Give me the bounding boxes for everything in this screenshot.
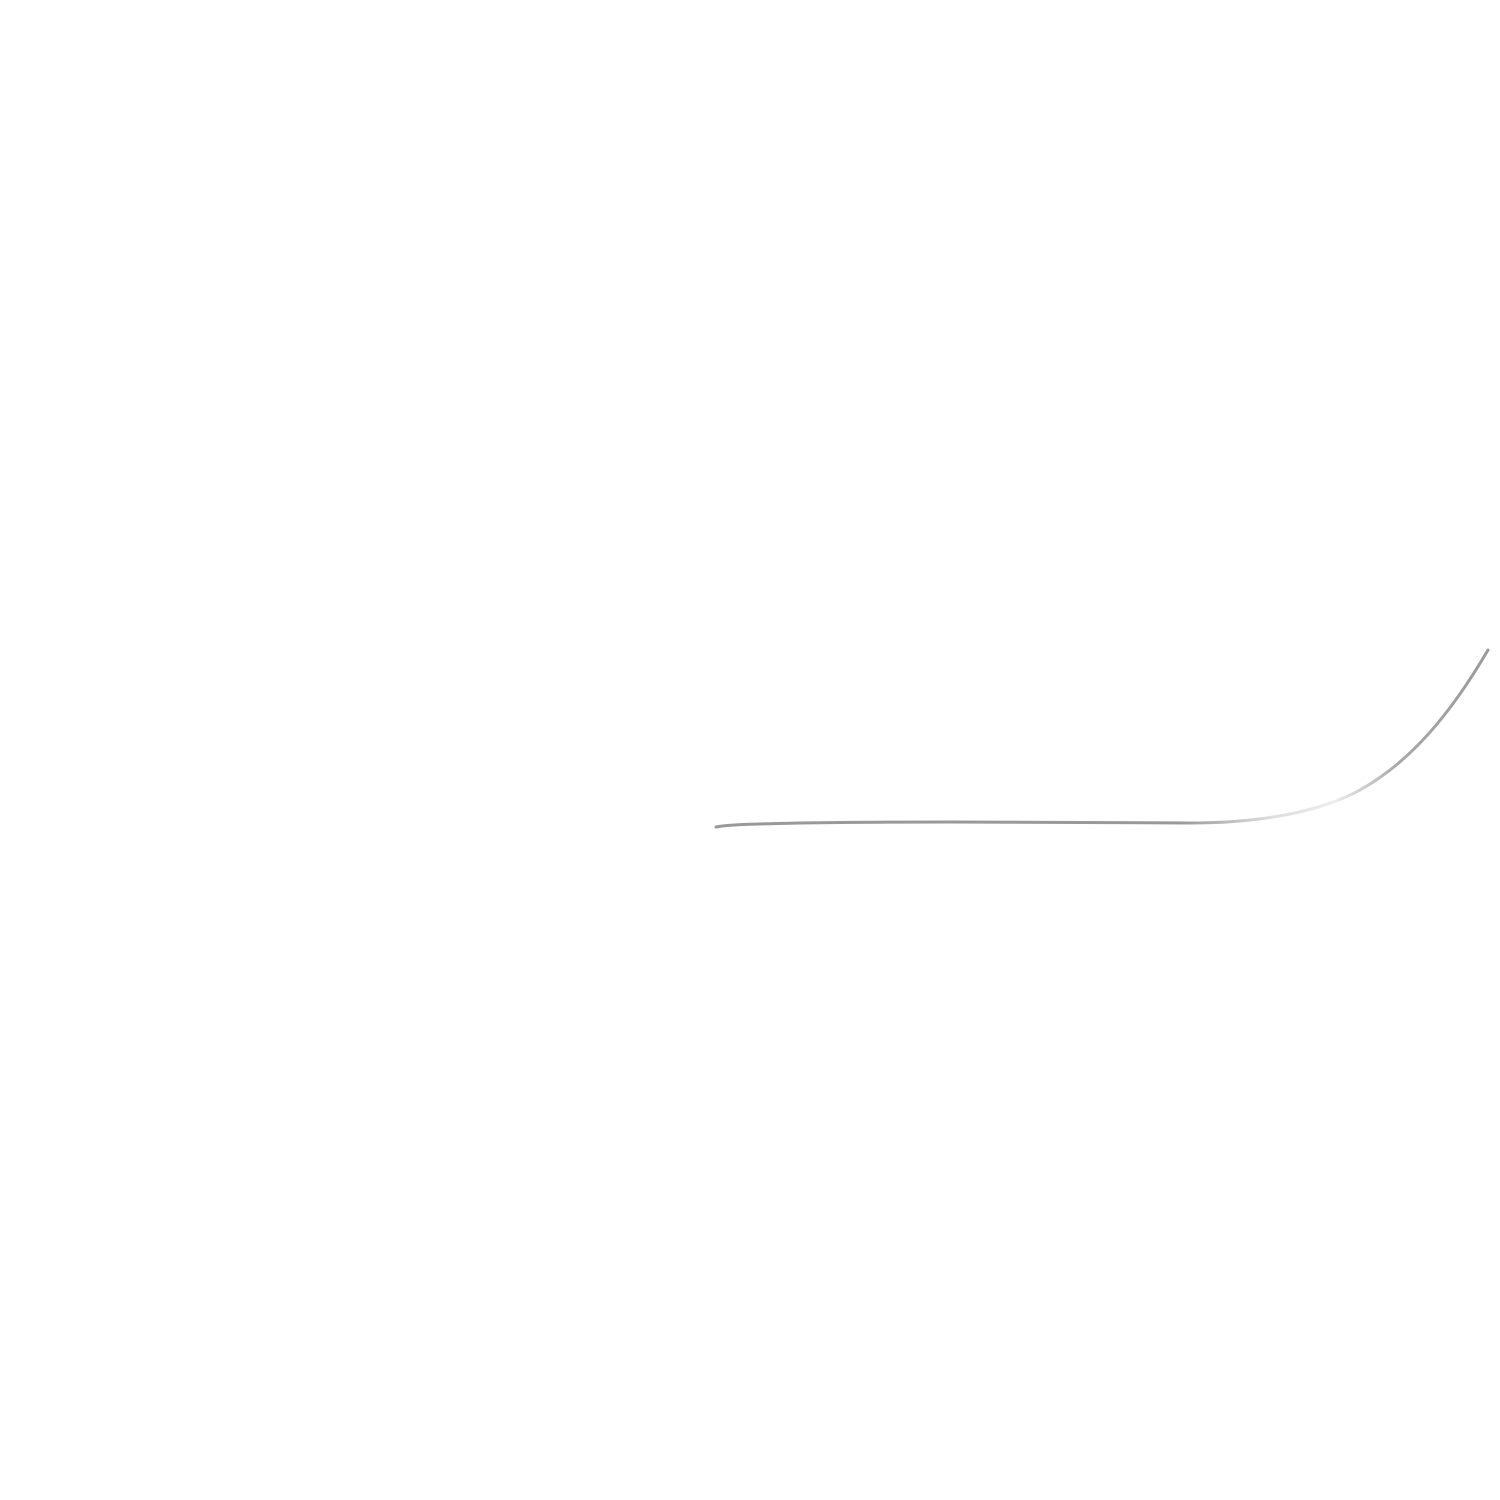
- curved-stroke: [714, 648, 1490, 829]
